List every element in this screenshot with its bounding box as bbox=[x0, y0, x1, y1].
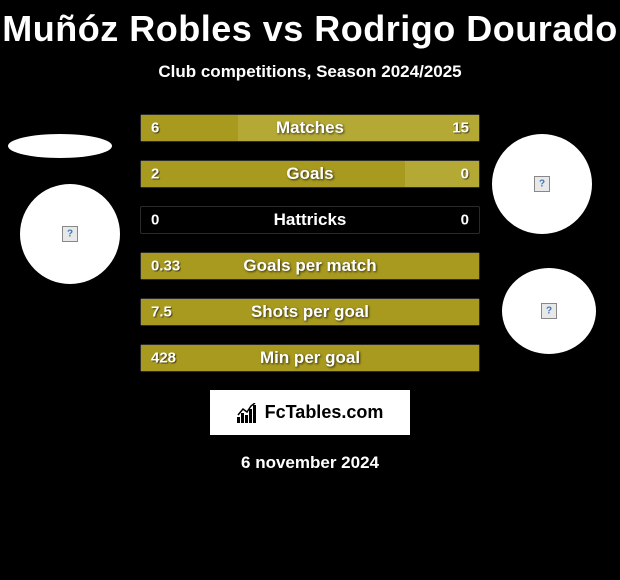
placeholder-icon bbox=[62, 226, 78, 242]
page-title: Muñóz Robles vs Rodrigo Dourado bbox=[0, 0, 620, 50]
avatar-right-bottom bbox=[502, 268, 596, 354]
bar-fill-right bbox=[238, 115, 479, 141]
stat-label: Goals bbox=[286, 164, 333, 184]
stat-label: Matches bbox=[276, 118, 344, 138]
stat-left-value: 428 bbox=[151, 350, 176, 367]
stat-left-value: 0 bbox=[151, 212, 159, 229]
stat-left-value: 7.5 bbox=[151, 304, 172, 321]
bar-fill-left bbox=[141, 161, 405, 187]
stat-row: 0 0 Hattricks bbox=[140, 206, 480, 234]
stat-left-value: 0.33 bbox=[151, 258, 180, 275]
stat-row: 2 0 Goals bbox=[140, 160, 480, 188]
date-label: 6 november 2024 bbox=[0, 453, 620, 473]
stat-label: Goals per match bbox=[243, 256, 376, 276]
stat-right-value: 0 bbox=[461, 212, 469, 229]
placeholder-icon bbox=[534, 176, 550, 192]
brand-text: FcTables.com bbox=[265, 402, 384, 423]
avatar-left bbox=[20, 184, 120, 284]
placeholder-icon bbox=[541, 303, 557, 319]
stats-bars: 6 15 Matches 2 0 Goals 0 0 Hattricks 0.33 Goals pe… bbox=[140, 114, 480, 372]
stat-right-value: 15 bbox=[452, 120, 469, 137]
ellipse-shadow-left bbox=[8, 134, 112, 158]
stat-row: 7.5 Shots per goal bbox=[140, 298, 480, 326]
stat-label: Min per goal bbox=[260, 348, 360, 368]
stat-row: 428 Min per goal bbox=[140, 344, 480, 372]
brand-icon bbox=[237, 403, 261, 423]
content-area: 6 15 Matches 2 0 Goals 0 0 Hattricks 0.33 Goals pe… bbox=[0, 114, 620, 473]
brand-box: FcTables.com bbox=[210, 390, 410, 435]
page-subtitle: Club competitions, Season 2024/2025 bbox=[0, 62, 620, 82]
stat-label: Hattricks bbox=[274, 210, 347, 230]
stat-row: 6 15 Matches bbox=[140, 114, 480, 142]
stat-right-value: 0 bbox=[461, 166, 469, 183]
stat-left-value: 6 bbox=[151, 120, 159, 137]
stat-row: 0.33 Goals per match bbox=[140, 252, 480, 280]
stat-left-value: 2 bbox=[151, 166, 159, 183]
avatar-right-top bbox=[492, 134, 592, 234]
stat-label: Shots per goal bbox=[251, 302, 369, 322]
